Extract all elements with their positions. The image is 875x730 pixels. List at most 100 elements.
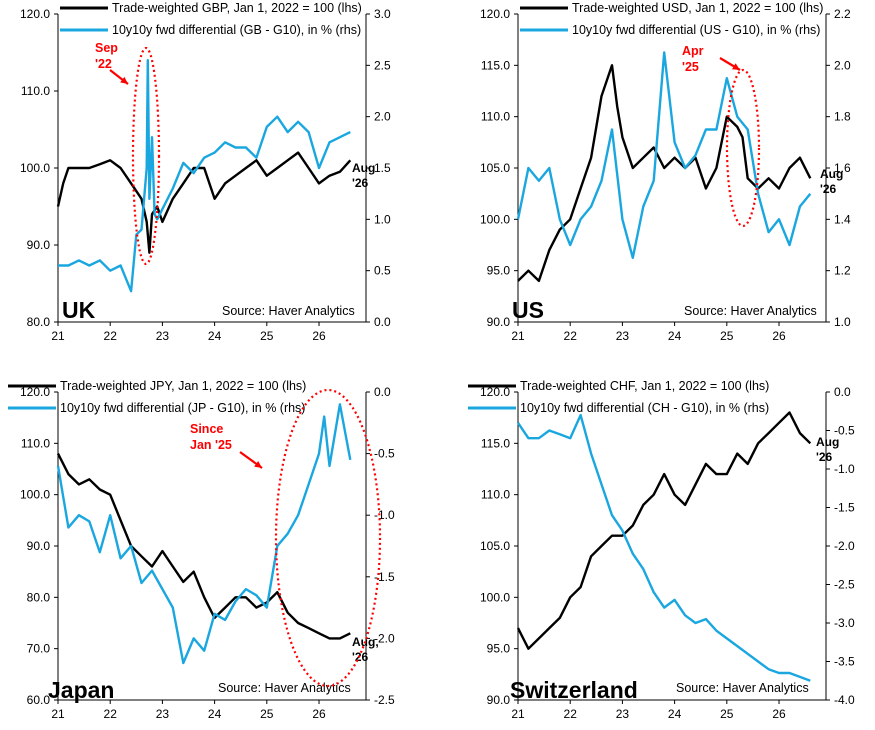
x-tick-label: 22 [104, 329, 118, 343]
x-tick-label: 26 [312, 707, 326, 721]
rhs-series-line [58, 59, 351, 293]
right-tick-label: -2.5 [834, 578, 855, 592]
annotation-arrowhead [120, 76, 128, 84]
annotation-dotted-ellipse [131, 46, 161, 266]
lhs-series-line [56, 453, 351, 640]
legend-label: 10y10y fwd differential (CH - G10), in %… [520, 401, 769, 415]
rhs-series-line [56, 403, 352, 665]
right-tick-label: 2.5 [374, 58, 391, 72]
x-tick-label: 21 [511, 707, 525, 721]
left-tick-label: 120.0 [480, 7, 510, 21]
panel-us: 90.0 95.0 100.0 105.0 110.0 115.0 120.0 1.0 1.2 1… [480, 1, 851, 343]
rhs-series-line [517, 413, 811, 682]
right-tick-label: 0.0 [834, 385, 851, 399]
source-label: Source: Haver Analytics [218, 681, 351, 695]
x-tick-label: 23 [156, 329, 170, 343]
right-tick-label: 1.5 [374, 161, 391, 175]
x-tick-label: 24 [668, 329, 682, 343]
x-tick-label: 22 [104, 707, 118, 721]
left-tick-label: 110.0 [21, 436, 50, 450]
right-tick-label: -0.5 [374, 447, 395, 461]
right-tick-label: -3.0 [834, 616, 855, 630]
right-tick-label: -1.0 [374, 508, 395, 522]
x-tick-label: 25 [260, 329, 274, 343]
end-date-label: Aug [352, 161, 375, 175]
right-tick-label: 1.2 [834, 264, 851, 278]
right-tick-label: -2.5 [374, 693, 395, 707]
left-tick-label: 120.0 [20, 7, 50, 21]
right-tick-label: 2.2 [834, 7, 851, 21]
country-label: UK [62, 297, 96, 323]
left-tick-label: 100.0 [20, 488, 50, 502]
left-tick-label: 90.0 [27, 238, 51, 252]
left-tick-label: 100.0 [480, 212, 510, 226]
right-tick-label: 0.0 [374, 385, 391, 399]
x-tick-label: 25 [720, 707, 734, 721]
annotation-label: Jan '25 [190, 438, 232, 452]
right-tick-label: 1.0 [374, 212, 391, 226]
x-tick-label: 25 [260, 707, 274, 721]
annotation-label: Since [190, 422, 223, 436]
right-tick-label: 1.4 [834, 212, 851, 226]
left-tick-label: 80.0 [27, 315, 51, 329]
x-tick-label: 26 [312, 329, 326, 343]
left-tick-label: 115.0 [481, 436, 510, 450]
left-tick-label: 95.0 [487, 642, 511, 656]
source-label: Source: Haver Analytics [222, 304, 355, 318]
right-tick-label: -1.5 [374, 570, 395, 584]
left-tick-label: 105.0 [480, 161, 510, 175]
x-tick-label: 23 [616, 329, 630, 343]
country-label: Switzerland [510, 677, 638, 703]
left-tick-label: 110.0 [21, 84, 50, 98]
x-tick-label: 26 [772, 707, 786, 721]
panel-japan: 60.0 70.0 80.0 90.0 100.0 110.0 120.0 -2.5 -2.0 -… [8, 379, 395, 721]
annotation-label: '25 [682, 60, 699, 74]
left-tick-label: 120.0 [480, 385, 510, 399]
left-tick-label: 90.0 [487, 693, 511, 707]
left-tick-label: 120.0 [20, 385, 50, 399]
x-tick-label: 23 [156, 707, 170, 721]
end-date-label: Aug [816, 435, 839, 449]
x-tick-label: 21 [51, 707, 65, 721]
left-tick-label: 60.0 [27, 693, 51, 707]
legend-label: 10y10y fwd differential (US - G10), in %… [572, 23, 820, 37]
x-tick-label: 21 [51, 329, 65, 343]
right-tick-label: -3.5 [834, 655, 855, 669]
left-tick-label: 90.0 [27, 539, 51, 553]
lhs-series-line [516, 411, 812, 650]
left-tick-label: 100.0 [20, 161, 50, 175]
x-tick-label: 23 [616, 707, 630, 721]
country-label: US [512, 297, 544, 323]
left-tick-label: 95.0 [487, 264, 511, 278]
country-label: Japan [48, 677, 114, 703]
right-tick-label: -1.5 [834, 501, 855, 515]
left-tick-label: 115.0 [481, 58, 510, 72]
right-tick-label: 0.0 [374, 315, 391, 329]
right-tick-label: 2.0 [374, 110, 391, 124]
x-tick-label: 25 [720, 329, 734, 343]
annotation-dotted-ellipse [725, 68, 761, 228]
annotation-arrowhead [732, 63, 740, 70]
end-date-label: '26 [816, 450, 833, 464]
legend-label: Trade-weighted JPY, Jan 1, 2022 = 100 (l… [60, 379, 306, 393]
panel-uk: 80.0 90.0 100.0 110.0 120.0 0.0 0.5 1.0 1.5 2.0 2.… [20, 1, 391, 343]
right-tick-label: -4.0 [834, 693, 855, 707]
right-tick-label: 3.0 [374, 7, 391, 21]
right-tick-label: 2.0 [834, 58, 851, 72]
source-label: Source: Haver Analytics [676, 681, 809, 695]
annotation-label: Sep [95, 41, 118, 55]
legend-label: 10y10y fwd differential (GB - G10), in %… [112, 23, 361, 37]
right-tick-label: 1.8 [834, 110, 851, 124]
right-tick-label: -1.0 [834, 462, 855, 476]
x-tick-label: 24 [208, 329, 222, 343]
end-date-label: '26 [820, 182, 837, 196]
legend-label: Trade-weighted CHF, Jan 1, 2022 = 100 (l… [520, 379, 769, 393]
lhs-series-line [56, 151, 352, 254]
annotation-dotted-ellipse [274, 388, 382, 688]
right-tick-label: -0.5 [834, 424, 855, 438]
rhs-series-line [516, 51, 812, 259]
right-tick-label: -2.0 [834, 539, 855, 553]
legend-label: 10y10y fwd differential (JP - G10), in %… [60, 401, 305, 415]
end-date-label: Aug [820, 167, 843, 181]
